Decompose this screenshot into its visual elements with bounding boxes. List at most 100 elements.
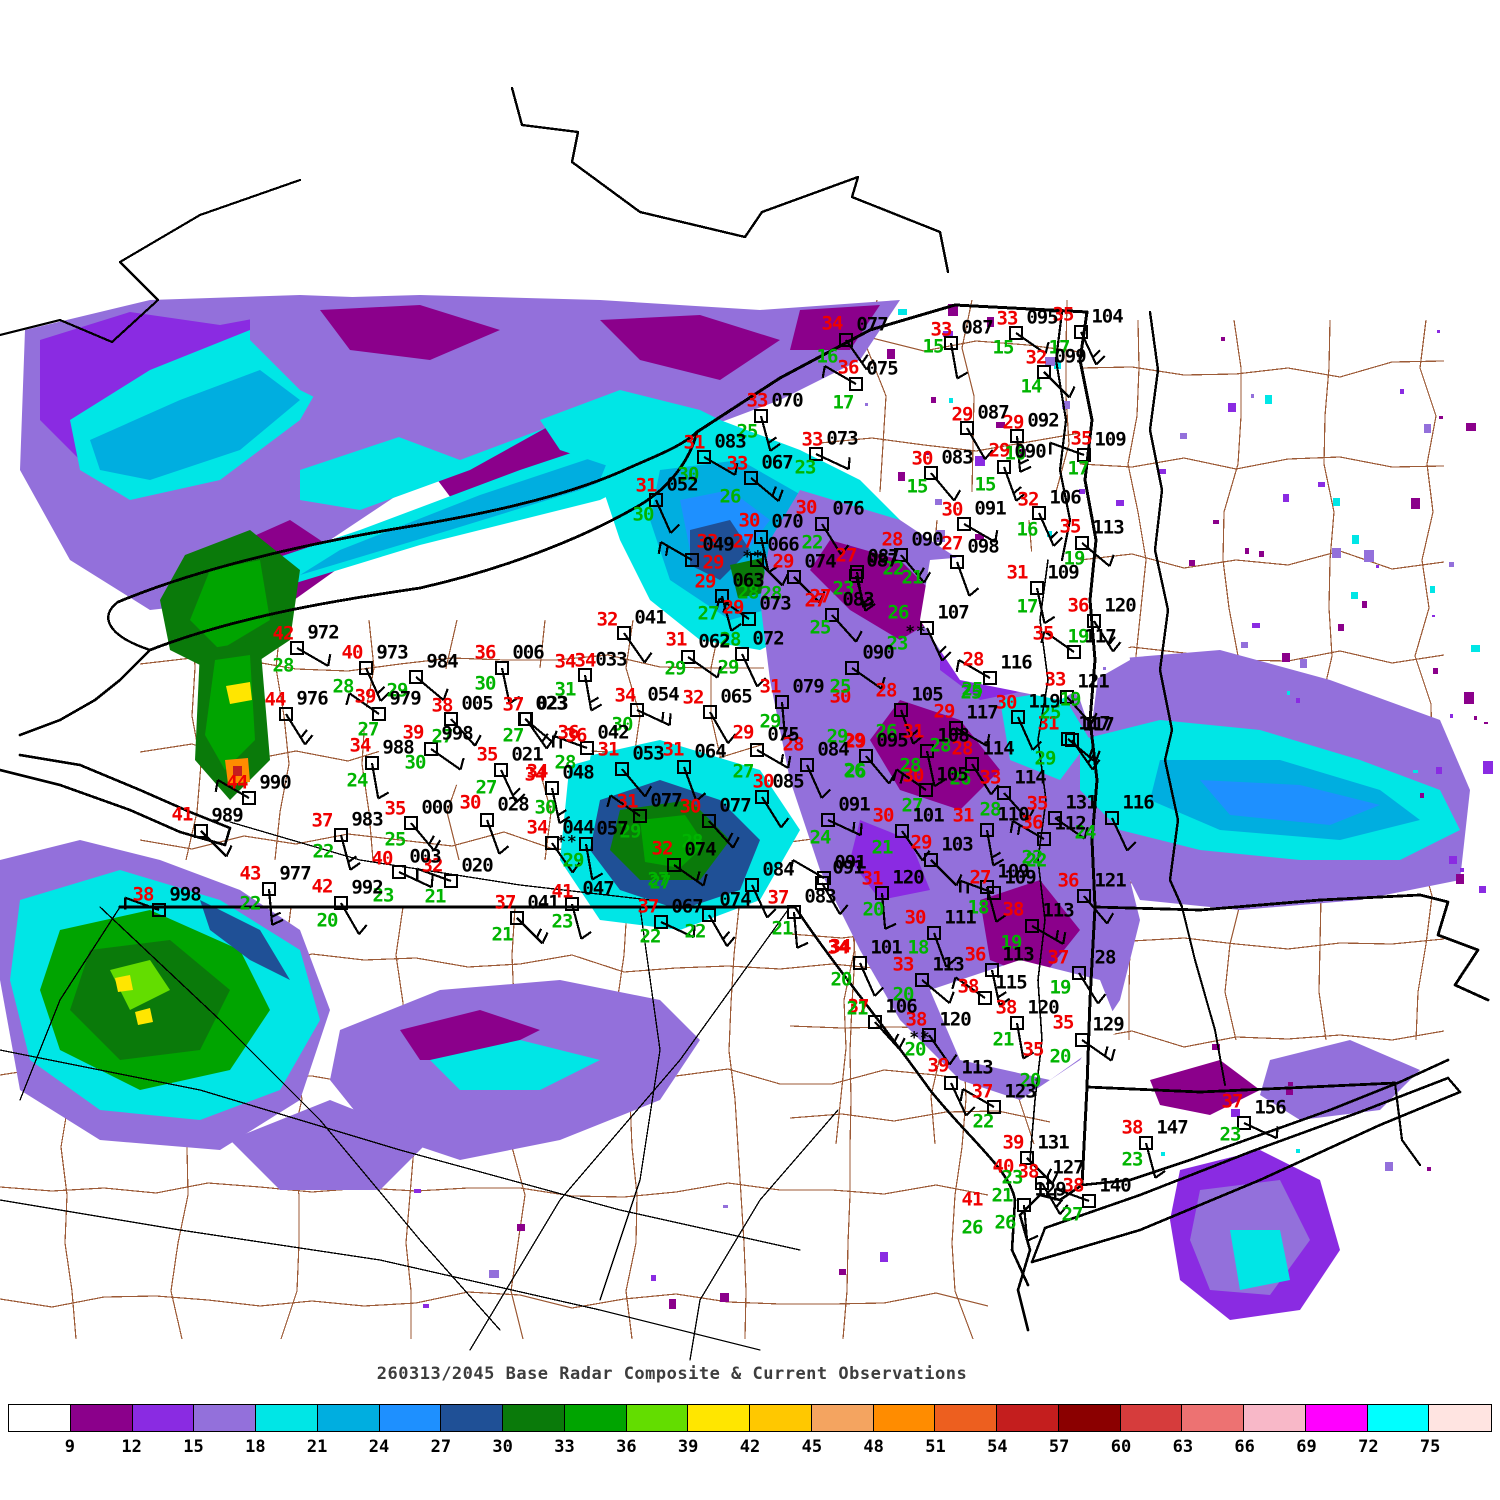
dewpoint-label: 20	[892, 983, 915, 1006]
colorbar-tick-label: 51	[925, 1437, 946, 1457]
dewpoint-label: 30	[404, 751, 427, 774]
dewpoint-label: 29	[759, 710, 782, 733]
pressure-label: 112	[1054, 812, 1086, 835]
temperature-label: 31	[616, 790, 639, 813]
temperature-label: 35	[1026, 792, 1049, 815]
temperature-label: 30	[872, 804, 895, 827]
temperature-label: 35	[1032, 622, 1055, 645]
colorbar-segment	[70, 1405, 133, 1431]
pressure-label: 091	[974, 497, 1006, 520]
colorbar-segment	[1244, 1405, 1306, 1431]
temperature-label: 35	[476, 743, 499, 766]
pressure-label: 106	[885, 995, 917, 1018]
pressure-label: 098	[967, 535, 999, 558]
dewpoint-label: 23	[1219, 1123, 1242, 1146]
colorbar-tick-label: 57	[1048, 1437, 1070, 1457]
dewpoint-label: 26	[887, 601, 910, 624]
pressure-label: 101	[912, 804, 944, 827]
dewpoint-label: 27	[647, 868, 670, 891]
temperature-label: 38	[1121, 1116, 1144, 1139]
dewpoint-label: 10	[1004, 442, 1027, 465]
dewpoint-label: 20	[316, 909, 339, 932]
pressure-label: 053	[632, 742, 664, 765]
temperature-label: 30	[752, 770, 775, 793]
pressure-label: 109	[997, 860, 1029, 883]
pressure-label: 976	[296, 687, 328, 710]
dewpoint-label: 29	[717, 656, 740, 679]
pressure-label: 113	[961, 1056, 993, 1079]
dewpoint-label: 20	[1019, 1069, 1042, 1092]
dewpoint-label: 22	[972, 1110, 995, 1133]
pressure-label: 072	[752, 627, 784, 650]
colorbar-segment	[750, 1405, 812, 1431]
temperature-label: 31	[635, 474, 658, 497]
pressure-label: 101	[870, 936, 902, 959]
pressure-label: 115	[995, 971, 1027, 994]
pressure-label: 095	[876, 729, 908, 752]
pressure-label: 077	[719, 794, 751, 817]
dewpoint-label: 29	[619, 820, 642, 843]
temperature-label: 32	[596, 608, 619, 631]
pressure-label: 091	[832, 856, 864, 879]
temperature-label: 38	[905, 1008, 928, 1031]
dewpoint-label: 27	[697, 602, 720, 625]
temperature-label: 33	[801, 428, 824, 451]
pressure-label: 091	[834, 851, 866, 874]
pressure-label: 077	[650, 789, 682, 812]
temperature-label: 42	[272, 622, 295, 645]
temperature-label: 31	[759, 675, 782, 698]
temperature-label: 44	[264, 688, 287, 711]
dewpoint-label: 27	[732, 760, 755, 783]
dewpoint-label: 18	[967, 896, 990, 919]
temperature-label: 35	[1070, 427, 1093, 450]
dewpoint-label: 22	[639, 925, 662, 948]
dewpoint-label: 19	[1000, 931, 1023, 954]
temperature-label: 28	[782, 733, 805, 756]
temperature-label: 39	[354, 685, 377, 708]
dewpoint-label: 26	[961, 1216, 984, 1239]
dewpoint-label: 25	[736, 420, 759, 443]
temperature-label: 38	[957, 975, 980, 998]
temperature-label: 27	[941, 532, 964, 555]
colorbar-tick-label: 54	[987, 1437, 1008, 1457]
temperature-label: 27	[969, 866, 992, 889]
temperature-label: 36	[1067, 594, 1090, 617]
pressure-label: 116	[1000, 651, 1032, 674]
dewpoint-label: 28	[332, 675, 355, 698]
dewpoint-label: 15	[922, 335, 945, 358]
pressure-label: 062	[698, 630, 730, 653]
pressure-label: 048	[562, 761, 594, 784]
temperature-label: 37	[767, 886, 790, 909]
pressure-label: 109	[1004, 866, 1036, 889]
temperature-label: 29	[722, 596, 745, 619]
temperature-label: 34	[554, 650, 577, 673]
colorbar-tick-label: 21	[306, 1437, 328, 1457]
pressure-label: 992	[351, 876, 383, 899]
temperature-label: 32	[421, 854, 444, 877]
temperature-label: 29	[910, 831, 933, 854]
temperature-label: 33	[979, 766, 1002, 789]
dewpoint-label: 29	[1034, 747, 1057, 770]
temperature-label: 29	[694, 570, 717, 593]
pressure-label: 083	[804, 885, 836, 908]
dewpoint-label: 28	[681, 830, 704, 853]
colorbar-segment	[1429, 1405, 1491, 1431]
temperature-label: 34	[526, 760, 549, 783]
pressure-label: 111	[944, 906, 976, 929]
dewpoint-label: 15	[906, 475, 929, 498]
map-title: 260313/2045 Base Radar Composite & Curre…	[376, 1364, 968, 1384]
pressure-label: 076	[832, 497, 864, 520]
pressure-label: 972	[307, 621, 339, 644]
dewpoint-label: 19	[1063, 547, 1086, 570]
dewpoint-label: 26	[844, 760, 867, 783]
weather-symbol: **	[556, 831, 578, 851]
temperature-label: 27	[804, 589, 827, 612]
colorbar-segment	[1305, 1405, 1368, 1431]
pressure-label: 973	[376, 641, 408, 664]
pressure-label: 28	[1094, 946, 1117, 969]
pressure-label: 127	[1052, 1156, 1084, 1179]
dewpoint-label: 28	[899, 754, 922, 777]
temperature-label: 34	[827, 936, 850, 959]
pressure-label: 079	[792, 675, 824, 698]
